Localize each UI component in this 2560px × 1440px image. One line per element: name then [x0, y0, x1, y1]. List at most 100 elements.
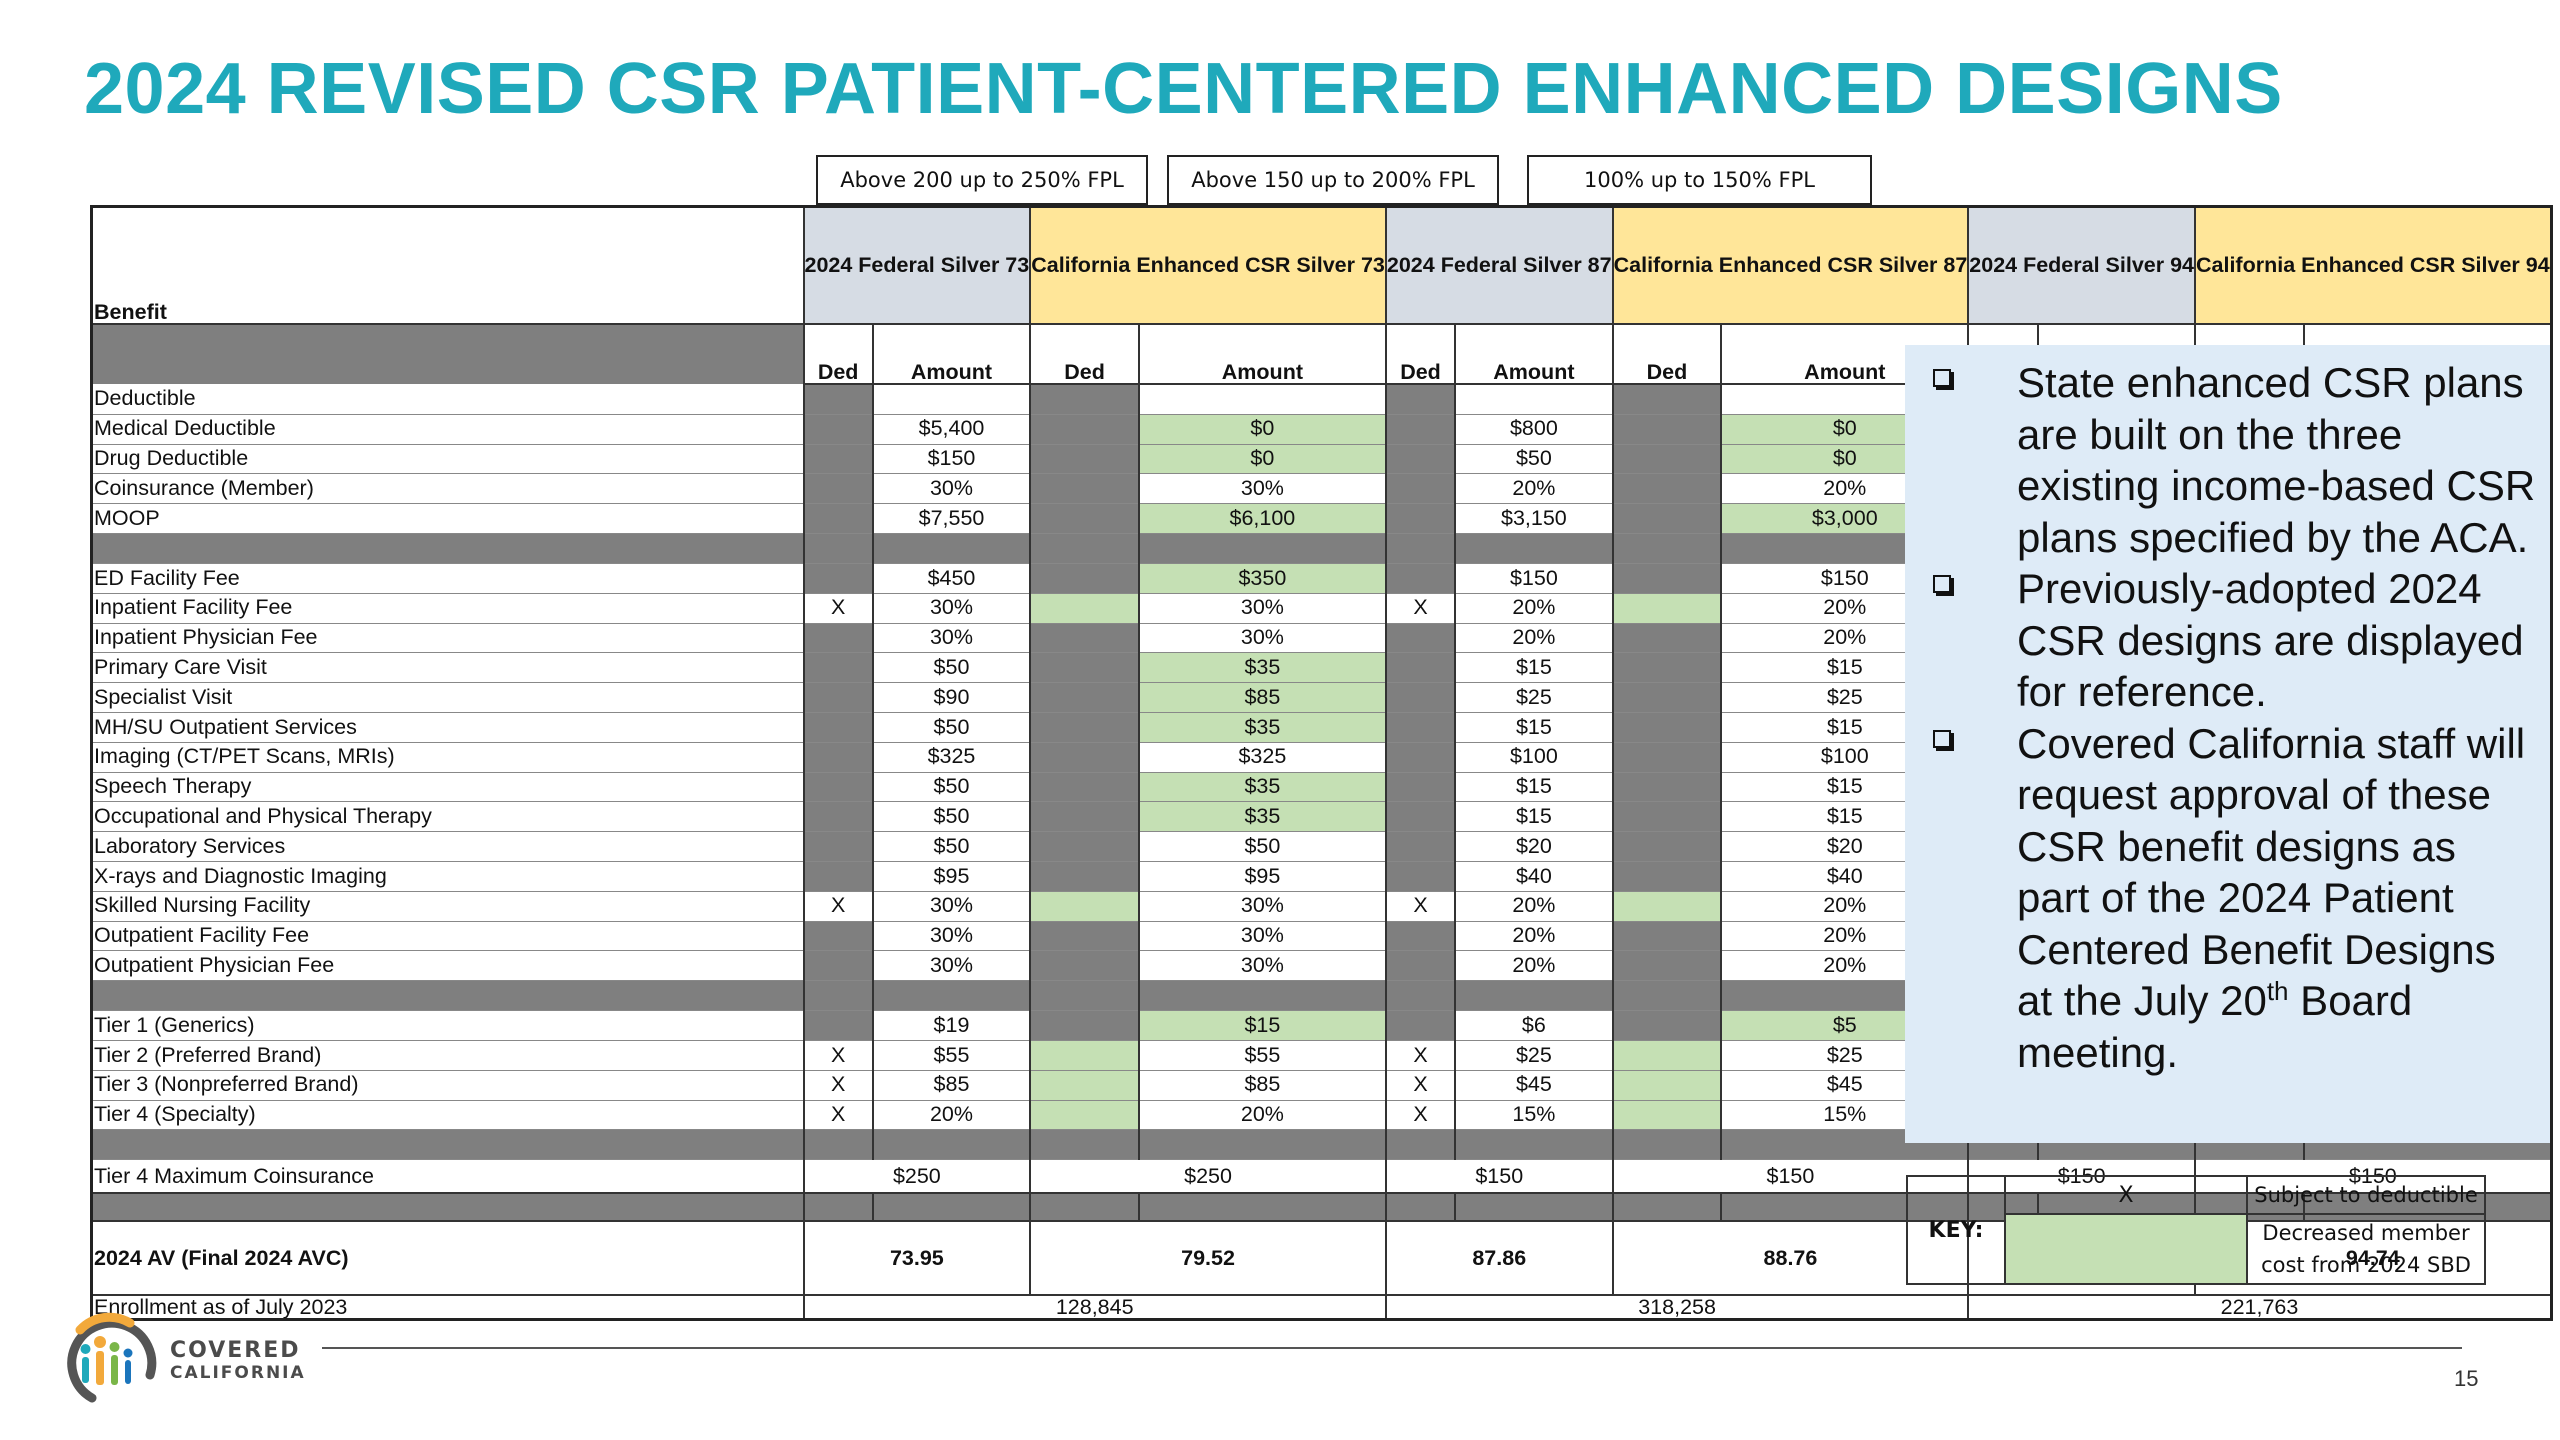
amount-cell: $55 — [872, 1040, 1032, 1071]
ded-cell — [803, 444, 874, 475]
ded-cell — [1612, 772, 1723, 803]
ded-cell — [1612, 384, 1723, 415]
benefit-name: Coinsurance (Member) — [91, 473, 805, 505]
ded-column-header: Ded — [1385, 324, 1457, 385]
ded-cell — [1030, 623, 1140, 654]
note-item: Covered California staff will request ap… — [1927, 718, 2536, 1079]
separator-cell — [803, 1129, 874, 1161]
amount-cell: 20% — [1455, 891, 1614, 922]
ded-cell — [1385, 861, 1457, 892]
amount-cell: 30% — [872, 891, 1032, 922]
ded-cell — [1612, 444, 1723, 475]
ded-cell — [1030, 682, 1140, 713]
ded-cell — [1030, 801, 1140, 833]
ded-cell — [1385, 1010, 1457, 1041]
benefit-name: Specialist Visit — [91, 682, 805, 713]
ded-cell — [1030, 772, 1140, 803]
amount-cell: $50 — [1138, 831, 1387, 862]
separator-cell — [1138, 980, 1387, 1012]
separator-cell — [1455, 533, 1614, 564]
separator-cell — [872, 1193, 1032, 1223]
amount-cell: $5 — [1721, 1010, 1970, 1041]
amount-cell: 30% — [1138, 950, 1387, 982]
separator-cell — [872, 1129, 1032, 1161]
benefit-name: Tier 4 (Specialty) — [91, 1100, 805, 1131]
key-green-swatch — [2004, 1213, 2248, 1285]
amount-cell: $85 — [1138, 1070, 1387, 1101]
amount-cell: $19 — [872, 1010, 1032, 1041]
deductible-marker: X — [1385, 1040, 1457, 1071]
amount-cell: 30% — [872, 473, 1032, 505]
ded-cell — [1030, 503, 1140, 534]
fpl-group-200: Above 150 up to 200% FPL — [1167, 155, 1499, 205]
ded-cell — [1612, 712, 1723, 743]
separator-cell — [91, 1129, 805, 1161]
amount-cell: 20% — [1455, 593, 1614, 624]
ded-cell — [1030, 921, 1140, 952]
ded-cell — [1030, 861, 1140, 892]
separator-cell — [91, 980, 805, 1012]
amount-cell: $5,400 — [872, 414, 1032, 445]
benefit-name: Deductible — [91, 384, 805, 415]
amount-cell: $50 — [872, 712, 1032, 743]
ded-column-header: Ded — [1612, 324, 1723, 385]
ded-cell — [803, 682, 874, 713]
amount-cell: $350 — [1138, 563, 1387, 594]
ded-cell — [803, 950, 874, 982]
amount-cell: 30% — [1138, 623, 1387, 654]
separator-cell — [872, 980, 1032, 1012]
separator-cell — [1138, 1129, 1387, 1161]
ded-cell — [803, 772, 874, 803]
ded-cell — [803, 801, 874, 833]
amount-cell — [1455, 384, 1614, 415]
logo-wordmark: COVERED CALIFORNIA — [170, 1340, 306, 1384]
ded-cell — [1030, 1010, 1140, 1041]
benefit-name: Laboratory Services — [91, 831, 805, 862]
amount-cell: 30% — [1138, 593, 1387, 624]
amount-cell: $95 — [1138, 861, 1387, 892]
separator-cell — [1030, 980, 1140, 1012]
amount-cell: $40 — [1455, 861, 1614, 892]
amount-cell: $325 — [872, 742, 1032, 773]
ded-cell — [1612, 503, 1723, 534]
benefit-name: X-rays and Diagnostic Imaging — [91, 861, 805, 892]
av-value: 73.95 — [803, 1221, 1032, 1297]
plan-header-6: California Enhanced CSR Silver 94 — [2195, 206, 2553, 325]
ded-cell — [1030, 473, 1140, 505]
amount-cell: 30% — [872, 921, 1032, 952]
ded-cell — [1385, 444, 1457, 475]
ded-cell — [803, 563, 874, 594]
av-row: 2024 AV (Final 2024 AVC) 73.95 79.52 87.86 8… — [91, 1221, 2553, 1297]
ded-cell — [1385, 921, 1457, 952]
benefit-name: Imaging (CT/PET Scans, MRIs) — [91, 742, 805, 773]
amount-cell: $35 — [1138, 801, 1387, 833]
amount-cell: $15 — [1455, 801, 1614, 833]
ded-cell — [1385, 473, 1457, 505]
amount-column-header: Amount — [1455, 324, 1614, 385]
amount-cell: $35 — [1138, 652, 1387, 684]
ded-cell — [1612, 1070, 1723, 1101]
ded-cell — [1030, 831, 1140, 862]
ded-cell — [1385, 503, 1457, 534]
amount-cell: $95 — [872, 861, 1032, 892]
plan-value-cell: $150 — [1385, 1159, 1614, 1195]
note-item: State enhanced CSR plans are built on th… — [1927, 357, 2536, 563]
separator-cell — [1612, 1193, 1723, 1223]
ded-cell — [803, 921, 874, 952]
amount-cell: $15 — [1138, 1010, 1387, 1041]
ded-cell — [1385, 712, 1457, 743]
checkbox-bullet-icon — [1933, 369, 1951, 387]
note-text-end: Board meeting. — [2017, 977, 2413, 1076]
ded-cell — [1385, 950, 1457, 982]
amount-cell: $35 — [1138, 772, 1387, 803]
benefit-name: Outpatient Physician Fee — [91, 950, 805, 982]
ded-cell — [1030, 891, 1140, 922]
ded-cell — [1385, 623, 1457, 654]
benefit-name: Speech Therapy — [91, 772, 805, 803]
ded-cell — [1612, 891, 1723, 922]
ded-cell — [1030, 1070, 1140, 1101]
benefit-name: Medical Deductible — [91, 414, 805, 445]
deductible-marker: X — [803, 593, 874, 624]
amount-cell: $85 — [1138, 682, 1387, 713]
amount-cell: 30% — [872, 950, 1032, 982]
